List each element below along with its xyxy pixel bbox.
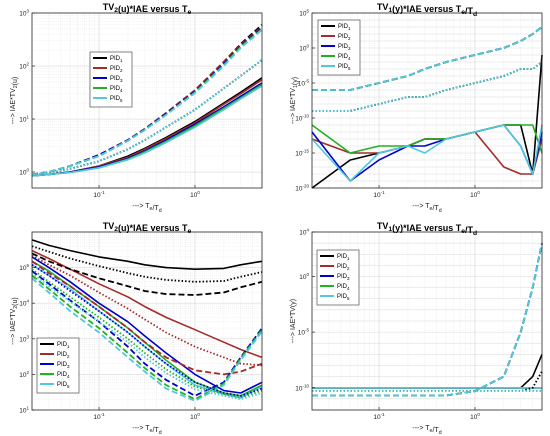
axes-frame [311, 231, 543, 411]
legend-label: PID4 [110, 86, 123, 93]
legend-label: PID1 [110, 56, 123, 63]
chart-title: TV2(u)*IAE versus Te [103, 2, 192, 16]
x-axis-label: ---> Te/Td [412, 425, 441, 436]
y-axis-label: ---> IAE*TV2(u) [10, 297, 19, 344]
y-tick-label: 101 [19, 406, 29, 415]
x-axis-label: ---> Te/Td [412, 203, 441, 214]
legend-label: PID4 [338, 54, 351, 61]
chart-title: TV1(y)*IAE versus Te/Td [377, 2, 477, 18]
series-line-pid3-solid [31, 256, 263, 394]
legend: PID1 PID2 PID3 PID4 PID5 [316, 249, 360, 306]
y-tick-label: 10-15 [295, 149, 309, 158]
series-line-pid5-dashed [31, 277, 263, 402]
x-axis-label: ---> Te/Td [132, 203, 161, 214]
y-axis-label: ---> IAE*TV(y) [290, 299, 297, 343]
y-tick-label: 10-10 [295, 383, 309, 392]
series-group [31, 24, 263, 177]
legend: PID1 PID2 PID3 PID4 PID5 [36, 337, 80, 394]
legend-label: PID2 [338, 34, 351, 41]
series-line-pid5-dashed [312, 26, 543, 91]
y-tick-label: 104 [19, 299, 29, 308]
legend-label: PID3 [337, 274, 350, 281]
y-tick-label: 100 [299, 44, 309, 53]
legend-label: PID5 [337, 294, 350, 301]
series-group [31, 239, 263, 402]
y-tick-label: 10-5 [298, 328, 310, 337]
series-line-pid2-dotted [31, 254, 263, 367]
chart-panel-3: 10-1 100 101 102 103 104 105 TV2(u)*IAE versus … [10, 221, 263, 436]
series-line-pid5-dotted [312, 61, 543, 112]
legend-label: PID1 [338, 24, 351, 31]
y-tick-label: 100 [299, 272, 309, 281]
series-line-pid5-solid [311, 124, 543, 182]
x-tick-label: 100 [190, 412, 200, 421]
series-line-pid5-dashed [31, 29, 263, 176]
y-tick-label: 101 [19, 115, 29, 124]
y-tick-label: 102 [19, 370, 29, 379]
chart-panel-4: 10-1 100 10-10 10-5 100 104 TV1(y)*IAE versus … [290, 221, 543, 436]
series-line-pid1-dashed [31, 252, 263, 296]
chart-panel-2: 10-1 100 10-20 10-15 10-10 10-5 100 105 TV1(y)*I… [290, 2, 543, 214]
chart-title: TV1(y)*IAE versus Te/Td [377, 221, 477, 237]
x-axis-label: ---> Te/Td [132, 425, 161, 436]
axes-frame [311, 12, 543, 189]
legend-label: PID1 [337, 254, 350, 261]
legend: PID1 PID2 PID3 PID4 PID5 [89, 51, 133, 108]
legend-label: PID5 [57, 382, 70, 389]
y-tick-label: 100 [19, 168, 29, 177]
legend-label: PID5 [338, 64, 351, 71]
x-tick-label: 10-1 [373, 190, 385, 199]
series-line-pid1-solid [31, 239, 263, 271]
legend-label: PID2 [57, 352, 70, 359]
x-tick-label: 100 [470, 190, 480, 199]
x-tick-label: 100 [190, 190, 200, 199]
y-tick-label: 10-20 [295, 184, 309, 193]
x-tick-label: 10-1 [93, 412, 105, 421]
legend-label: PID5 [110, 96, 123, 103]
series-line-pid5-solid [31, 264, 263, 399]
y-axis-label: ---> IAE*TV2(u) [10, 77, 19, 124]
chart-title: TV2(u)*IAE versus Te [103, 221, 192, 235]
y-tick-label: 105 [19, 263, 29, 272]
series-group [311, 26, 543, 189]
series-line-pid5-dotted [31, 272, 263, 401]
x-tick-label: 10-1 [373, 412, 385, 421]
series-line-pid4-dotted [31, 268, 263, 399]
axes-frame [31, 12, 263, 189]
y-axis-label: ---> IAE*TV1(y) [290, 77, 299, 124]
series-line-pid5-solid [31, 85, 263, 177]
axes-frame [31, 231, 263, 411]
series-line-pid2-dashed [31, 260, 263, 376]
legend-label: PID2 [337, 264, 350, 271]
series-line-pid4-dashed [31, 274, 263, 401]
series-line-pid5-dotted [31, 59, 263, 176]
legend-label: PID3 [338, 44, 351, 51]
series-line-pid5-dashed [312, 242, 543, 397]
legend-label: PID4 [57, 372, 70, 379]
y-tick-label: 104 [299, 228, 309, 237]
x-tick-label: 100 [470, 412, 480, 421]
y-tick-label: 102 [19, 62, 29, 71]
legend-label: PID4 [337, 284, 350, 291]
y-tick-label: 10-5 [298, 79, 310, 88]
legend-label: PID3 [110, 76, 123, 83]
chart-panel-1: 10-1 100 100 101 102 103 TV2(u)*IAE versus Te -… [10, 2, 263, 214]
legend-label: PID2 [110, 66, 123, 73]
y-tick-label: 10-10 [295, 114, 309, 123]
plot-area [32, 13, 262, 188]
x-tick-label: 10-1 [93, 190, 105, 199]
legend-label: PID1 [57, 342, 70, 349]
y-tick-label: 105 [299, 9, 309, 18]
series-line-pid1-dotted [31, 245, 263, 283]
legend: PID1 PID2 PID3 PID4 PID5 [317, 19, 361, 76]
y-tick-label: 103 [19, 9, 29, 18]
legend-label: PID3 [57, 362, 70, 369]
series-line-pid3-dashed [31, 270, 263, 397]
series-line-pid2-solid [31, 249, 263, 359]
y-tick-label: 103 [19, 334, 29, 343]
series-group [312, 242, 543, 397]
